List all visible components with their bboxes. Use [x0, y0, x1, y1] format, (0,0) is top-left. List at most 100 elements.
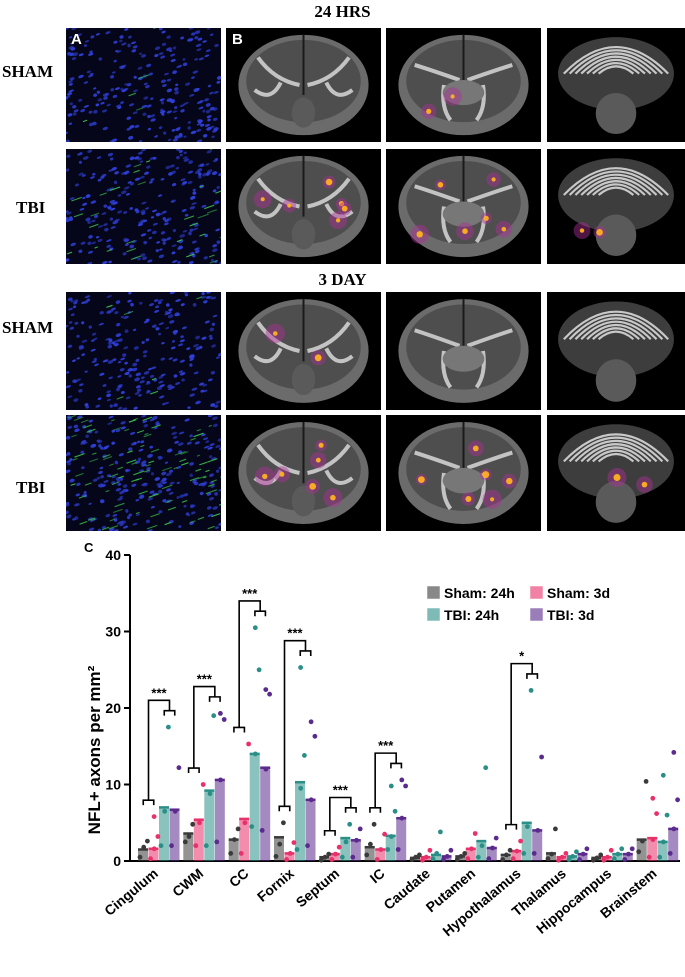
data-point [650, 795, 656, 801]
bar-sham-24h-cc [228, 839, 239, 861]
data-point [462, 851, 468, 856]
significance-bracket: *** [278, 626, 312, 812]
significance-label: *** [378, 738, 394, 753]
data-point [371, 821, 377, 827]
data-point [507, 847, 513, 853]
data-point [308, 719, 314, 725]
significance-label: * [519, 649, 525, 664]
data-point [475, 854, 481, 860]
data-point [137, 854, 143, 860]
data-point [423, 854, 429, 860]
data-point [186, 834, 192, 839]
data-point [601, 857, 607, 863]
bar-sham-24h-putamen [455, 856, 466, 861]
data-point [441, 857, 446, 862]
data-point [409, 857, 415, 862]
panel-letter-a: A [71, 31, 82, 48]
data-point [182, 839, 188, 845]
y-axis-label: NFL+ axons per mm² [85, 665, 104, 834]
bar-sham-3d-cc [239, 818, 250, 861]
significance-bracket: *** [187, 672, 221, 774]
data-point [521, 851, 527, 856]
data-point [305, 843, 310, 849]
data-point [458, 854, 464, 859]
data-point [531, 851, 537, 856]
data-point [654, 811, 659, 816]
data-point [263, 687, 269, 692]
data-point [535, 828, 541, 833]
data-point [277, 841, 283, 847]
legend-item: TBI: 24h [427, 607, 499, 623]
data-point [378, 847, 384, 852]
bar-tbi-3d-hypothalamus [532, 830, 543, 861]
bar-tbi-3d-putamen [486, 848, 497, 861]
significance-label: *** [242, 586, 258, 601]
section-title-24h: 24 HRS [314, 2, 371, 21]
data-point [389, 834, 394, 839]
x-tick-label: Septum [293, 865, 343, 910]
legend-label: TBI: 24h [444, 607, 499, 623]
x-tick-label: Hypothalamus [439, 865, 523, 939]
data-point [619, 846, 625, 852]
data-point [382, 831, 387, 837]
data-point [228, 851, 234, 856]
x-tick-label: CWM [169, 865, 206, 900]
data-point [539, 754, 544, 760]
data-point [549, 851, 555, 857]
data-point [214, 839, 220, 845]
data-point [671, 750, 677, 755]
data-point [504, 852, 509, 858]
data-point [357, 826, 363, 832]
data-point [193, 843, 199, 849]
bar-tbi-24h-brainstem [657, 841, 668, 861]
bar-sham-24h-thalamus [546, 853, 556, 861]
bar-tbi-3d-fornix [305, 799, 316, 861]
data-point [438, 829, 443, 835]
data-point [448, 847, 454, 853]
row-label-sham-24h: SHAM [2, 62, 53, 81]
data-point [298, 785, 304, 791]
bar-tbi-3d-ic [396, 818, 407, 861]
data-point [643, 779, 649, 784]
data-point [667, 851, 673, 856]
bar-sham-3d-cwm [193, 819, 204, 861]
data-point [388, 783, 394, 789]
row-label-sham-3d: SHAM [2, 318, 53, 337]
bar-tbi-24h-ic [385, 835, 396, 861]
y-tick-label: 20 [105, 700, 121, 716]
data-point [207, 791, 213, 797]
data-point [675, 797, 680, 803]
data-point [590, 857, 596, 863]
data-point [454, 857, 460, 862]
bar-tbi-24h-hippocampus [612, 854, 623, 861]
data-point [322, 854, 328, 860]
data-point [657, 854, 663, 860]
data-point [298, 665, 303, 670]
data-point [211, 713, 217, 719]
data-point [263, 766, 269, 772]
legend-swatch [530, 608, 543, 621]
mri-panel-tbi-24h-coronal-1 [226, 149, 381, 264]
x-tick-label: CC [226, 865, 252, 890]
bar-tbi-24h-putamen [476, 841, 487, 861]
panel-letter-b: B [232, 31, 243, 48]
legend-item: TBI: 3d [530, 607, 594, 623]
data-point [646, 854, 652, 860]
data-point [510, 856, 516, 862]
significance-bracket: *** [142, 685, 176, 806]
legend-label: Sham: 3d [547, 585, 610, 601]
data-point [660, 772, 666, 778]
data-point [430, 856, 436, 862]
bar-sham-3d-cingulum [148, 848, 159, 861]
significance-label: *** [151, 685, 167, 700]
legend-item: Sham: 3d [530, 585, 610, 601]
data-point [528, 688, 534, 693]
data-point [221, 717, 227, 722]
mri-panel-tbi-24h-cerebellum [547, 149, 685, 264]
data-point [253, 751, 258, 757]
data-point [267, 691, 272, 697]
mri-panel-tbi-3d-coronal-2 [386, 415, 541, 531]
data-point [629, 846, 635, 852]
data-point [347, 821, 353, 827]
significance-label: *** [197, 672, 213, 687]
